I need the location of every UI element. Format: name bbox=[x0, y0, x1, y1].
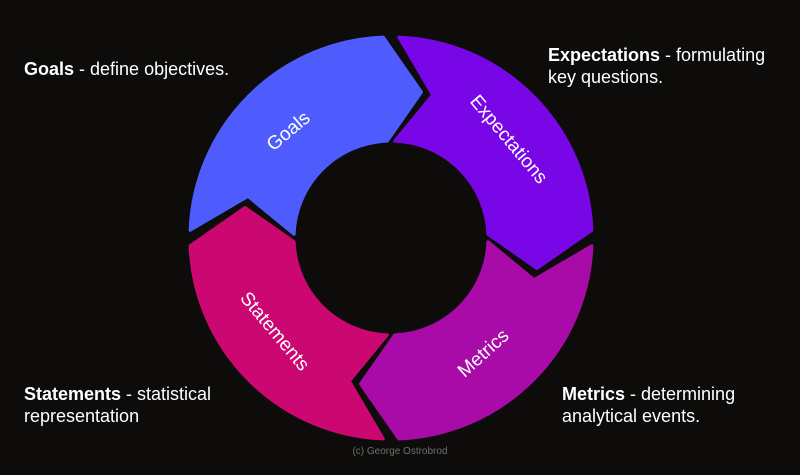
caption-expectations-text: - formulating key questions. bbox=[548, 45, 766, 87]
caption-statements: Statements - statistical representation bbox=[24, 383, 254, 427]
caption-expectations: Expectations - formulating key questions… bbox=[548, 44, 768, 88]
segment-expectations bbox=[393, 35, 594, 270]
credit: (c) George Ostrobrod bbox=[352, 446, 448, 457]
caption-goals: Goals - define objectives. bbox=[24, 58, 229, 80]
caption-metrics-text: - determining analytical events. bbox=[562, 384, 736, 426]
caption-expectations-title: Expectations bbox=[548, 45, 661, 65]
caption-goals-text: - define objectives. bbox=[74, 59, 230, 79]
caption-metrics-title: Metrics bbox=[562, 384, 626, 404]
segment-metrics bbox=[359, 240, 594, 441]
segment-statements bbox=[188, 206, 389, 441]
caption-statements-text: - statistical representation bbox=[24, 384, 212, 426]
caption-goals-title: Goals bbox=[24, 59, 75, 79]
caption-statements-title: Statements bbox=[24, 384, 122, 404]
caption-metrics: Metrics - determining analytical events. bbox=[562, 383, 782, 427]
segment-goals bbox=[188, 35, 423, 236]
